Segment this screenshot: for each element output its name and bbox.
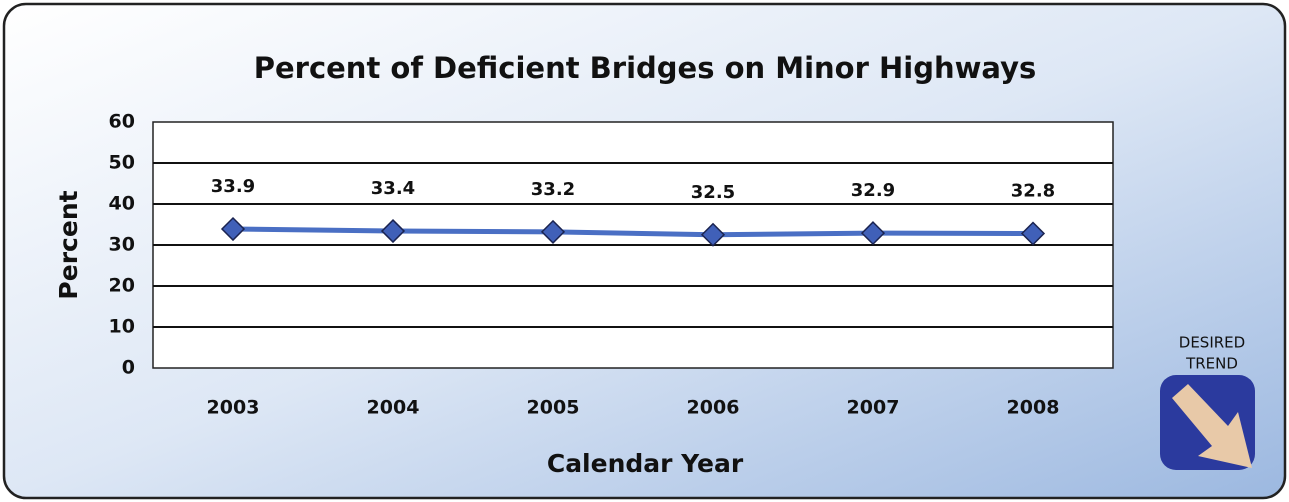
- point-marker: [1020, 221, 1046, 246]
- y-tick-label: 10: [109, 316, 135, 338]
- point-marker: [860, 221, 886, 246]
- x-tick-label: 2003: [207, 397, 260, 419]
- data-label: 32.9: [851, 180, 895, 201]
- x-tick-label: 2007: [847, 397, 900, 419]
- point-marker: [220, 216, 246, 242]
- point-marker: [540, 219, 566, 244]
- data-label: 33.2: [531, 179, 575, 200]
- y-tick-label: 0: [122, 357, 135, 379]
- data-label: 33.4: [371, 178, 415, 199]
- trend-label: TREND: [1185, 355, 1238, 373]
- series-line: [232, 226, 1034, 238]
- point-marker: [380, 218, 406, 244]
- y-tick-label: 30: [109, 234, 135, 256]
- trend-icon: [1160, 375, 1255, 470]
- trend-label: DESIRED: [1179, 334, 1245, 352]
- y-axis-title: Percent: [54, 190, 83, 299]
- x-axis-title: Calendar Year: [547, 449, 744, 478]
- x-tick-label: 2005: [527, 397, 580, 419]
- data-label: 32.8: [1011, 181, 1055, 202]
- y-tick-label: 20: [109, 275, 135, 297]
- data-label: 33.9: [211, 176, 255, 197]
- chart-title: Percent of Deficient Bridges on Minor Hi…: [254, 51, 1037, 85]
- point-marker: [700, 222, 726, 247]
- y-tick-label: 50: [109, 152, 135, 174]
- x-tick-label: 2006: [687, 397, 740, 419]
- y-tick-label: 40: [109, 193, 135, 215]
- x-tick-label: 2008: [1007, 397, 1060, 419]
- trend-arrow: [1172, 384, 1252, 468]
- data-label: 32.5: [691, 182, 735, 203]
- y-tick-label: 60: [109, 111, 135, 133]
- x-tick-label: 2004: [367, 397, 420, 419]
